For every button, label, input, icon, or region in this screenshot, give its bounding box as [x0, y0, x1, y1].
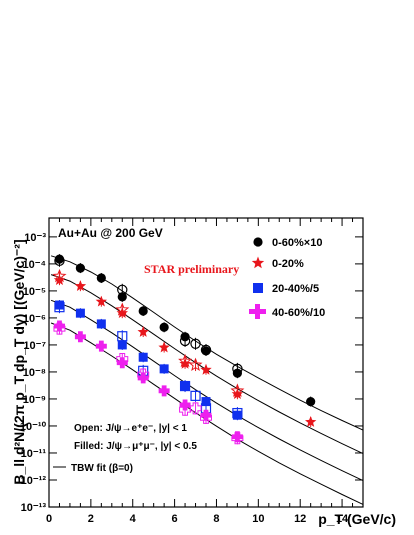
- y-axis-label: B_ll d²N/(2π p_T dp_T dy) [(GeV/c)⁻²]: [11, 239, 27, 484]
- legend-label-40-60: 40-60%/10: [272, 307, 325, 319]
- filled-point-1-4: [137, 326, 149, 337]
- y-tick-label: 10⁻⁷: [23, 340, 46, 352]
- y-tick-label: 10⁻⁴: [23, 259, 46, 271]
- filled-point-3-8: [231, 431, 243, 443]
- filled-point-1-0: [53, 274, 66, 285]
- filled-point-2-5: [159, 364, 169, 374]
- filled-point-3-5: [158, 385, 170, 397]
- filled-point-0-0: [54, 254, 65, 264]
- legend: 0-60%×10 0-20% 20-40%/5 40-60%/10: [249, 237, 325, 319]
- filled-point-3-6: [179, 399, 191, 411]
- filled-point-1-3: [116, 307, 128, 318]
- filled-point-0-3: [117, 292, 127, 302]
- y-tick-label: 10⁻¹³: [21, 502, 47, 514]
- filled-point-0-2: [96, 273, 106, 283]
- filled-point-1-2: [95, 295, 107, 307]
- filled-point-3-7: [200, 409, 212, 421]
- open-point-2-4: [190, 390, 201, 401]
- y-tick-label: 10⁻⁹: [23, 394, 46, 406]
- y-tick-label: 10⁻¹⁰: [20, 421, 47, 433]
- note-open: Open: J/ψ→e⁺e⁻, |y| < 1: [74, 423, 187, 434]
- y-tick-label: 10⁻¹¹: [21, 448, 47, 460]
- x-tick-label: 8: [213, 513, 219, 525]
- x-tick-label: 4: [130, 513, 137, 525]
- y-tick-label: 10⁻⁵: [23, 286, 46, 298]
- open-point-1-3: [188, 357, 203, 372]
- x-tick-label: 12: [294, 513, 306, 525]
- filled-point-0-4: [138, 306, 148, 316]
- y-tick-label: 10⁻⁸: [23, 367, 46, 379]
- y-axis: 10⁻¹³ 10⁻¹² 10⁻¹¹ 10⁻¹⁰ 10⁻⁹ 10⁻⁸ 10⁻⁷ 10⁻⁶ 10⁻⁵…: [20, 232, 363, 514]
- x-tick-label: 14: [336, 513, 349, 525]
- filled-point-3-2: [95, 340, 107, 352]
- filled-point-2-7: [201, 397, 211, 407]
- filled-point-2-4: [138, 352, 148, 362]
- filled-point-0-9: [306, 396, 316, 407]
- open-point-3-4: [189, 402, 202, 415]
- filled-point-3-3: [116, 357, 128, 369]
- legend-marker-0-60: [253, 237, 263, 247]
- legend-label-0-20: 0-20%: [272, 258, 304, 270]
- filled-point-0-7: [201, 346, 211, 356]
- filled-point-1-5: [158, 341, 170, 353]
- filled-point-1-7: [200, 363, 212, 375]
- legend-marker-20-40: [253, 283, 263, 293]
- filled-point-0-8: [232, 368, 242, 378]
- chart-title: Au+Au @ 200 GeV: [58, 226, 163, 240]
- legend-marker-0-20: [251, 256, 265, 269]
- filled-point-1-1: [74, 280, 87, 291]
- filled-point-0-6: [180, 332, 190, 342]
- filled-point-1-6: [179, 357, 191, 369]
- legend-label-0-60: 0-60%×10: [272, 237, 322, 249]
- y-tick-label: 10⁻⁶: [23, 313, 46, 325]
- legend-marker-40-60: [249, 304, 266, 319]
- filled-point-2-8: [232, 410, 242, 420]
- legend-label-20-40: 20-40%/5: [272, 283, 319, 295]
- note-filled: Filled: J/ψ→μ⁺μ⁻, |y| < 0.5: [74, 441, 197, 452]
- star-preliminary-label: STAR preliminary: [144, 262, 239, 276]
- note-fit: TBW fit (β=0): [71, 463, 133, 474]
- filled-point-1-9: [305, 416, 317, 427]
- x-axis-label: p_T (GeV/c): [318, 511, 396, 527]
- y-tick-label: 10⁻³: [24, 232, 46, 244]
- filled-point-0-1: [75, 263, 85, 273]
- filled-point-3-4: [137, 372, 149, 384]
- filled-point-1-8: [231, 388, 244, 399]
- x-tick-label: 2: [88, 513, 94, 525]
- data-points: [52, 254, 317, 445]
- filled-point-3-1: [74, 331, 86, 343]
- x-tick-label: 0: [46, 513, 52, 525]
- x-tick-label: 10: [252, 513, 264, 525]
- x-axis: 0 2 4 6 8 10 12 14: [46, 218, 364, 525]
- filled-point-2-2: [96, 319, 106, 329]
- filled-point-2-6: [180, 381, 190, 391]
- filled-point-2-3: [117, 340, 127, 350]
- filled-point-3-0: [53, 320, 65, 332]
- filled-point-0-5: [159, 322, 169, 332]
- y-tick-label: 10⁻¹²: [21, 475, 47, 487]
- x-tick-label: 6: [172, 513, 178, 525]
- filled-point-2-1: [75, 308, 85, 318]
- open-point-0-3: [190, 338, 201, 350]
- filled-point-2-0: [54, 300, 64, 310]
